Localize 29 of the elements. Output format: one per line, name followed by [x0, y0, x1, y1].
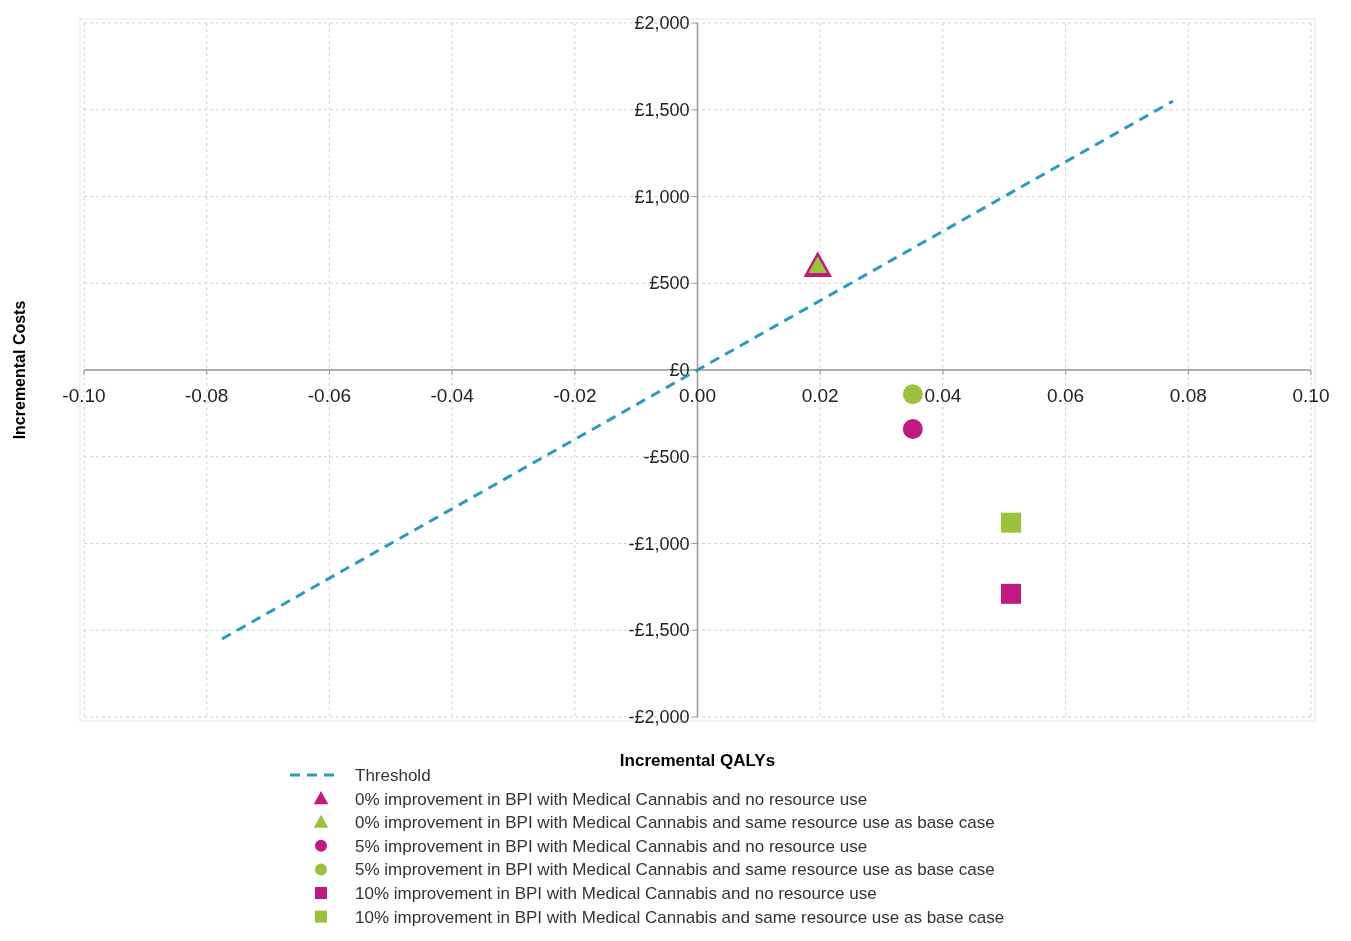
y-tick-label: -£1,000 [628, 533, 690, 554]
y-axis-title: Incremental Costs [11, 300, 28, 440]
y-tick-label: £2,000 [634, 13, 690, 33]
x-tick-label: -0.02 [553, 385, 597, 406]
legend-label: 5% improvement in BPI with Medical Cannabis and no resource use [355, 836, 868, 856]
x-axis-title: Incremental QALYs [619, 751, 776, 770]
legend-label: 10% improvement in BPI with Medical Cannabis and same resource use as base case [355, 907, 1005, 927]
legend-label: 0% improvement in BPI with Medical Cannabis and no resource use [355, 789, 868, 809]
x-tick-label: -0.06 [307, 385, 352, 406]
x-tick-label: 0.06 [1047, 385, 1085, 406]
y-tick-label: -£500 [643, 446, 690, 467]
x-tick-label: -0.04 [430, 385, 475, 406]
y-tick-label: -£2,000 [628, 707, 690, 727]
y-tick-label: £0 [669, 360, 690, 380]
y-tick-label: £1,000 [634, 186, 690, 207]
y-tick-label: £500 [649, 273, 690, 294]
x-tick-label: 0.00 [679, 385, 716, 406]
y-tick-label: £1,500 [634, 99, 690, 120]
y-tick-label: -£1,500 [628, 620, 690, 641]
x-tick-label: 0.08 [1169, 385, 1207, 406]
legend-label: 5% improvement in BPI with Medical Cannabis and same resource use as base case [355, 860, 995, 880]
x-tick-label: 0.10 [1292, 385, 1330, 406]
x-tick-label: -0.08 [185, 385, 229, 406]
legend-label: 0% improvement in BPI with Medical Cannabis and same resource use as base case [355, 813, 995, 833]
legend-label: Threshold [355, 766, 431, 785]
legend-label: 10% improvement in BPI with Medical Cannabis and no resource use [355, 884, 877, 903]
x-tick-label: 0.02 [801, 385, 839, 406]
x-tick-label: 0.04 [924, 385, 962, 406]
x-tick-label: -0.10 [62, 385, 106, 406]
